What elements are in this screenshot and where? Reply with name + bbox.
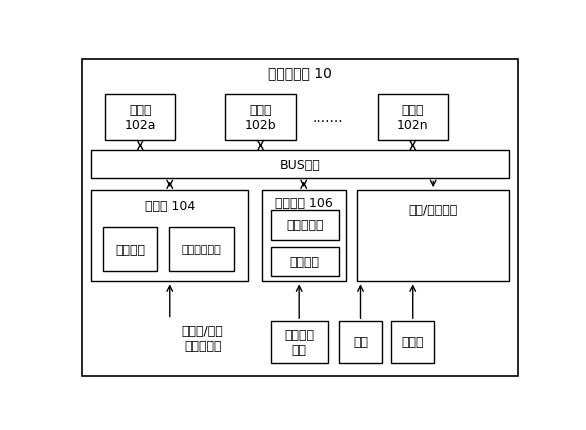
Bar	[262, 190, 346, 282]
Text: 数据存储装置: 数据存储装置	[182, 244, 222, 255]
Text: 键盘: 键盘	[353, 336, 368, 349]
Text: 程序指令: 程序指令	[115, 243, 145, 256]
Text: 存储器 104: 存储器 104	[145, 200, 195, 213]
Bar	[103, 227, 157, 272]
Bar	[377, 95, 448, 141]
Text: 有线和/或无
线网络连接: 有线和/或无 线网络连接	[182, 324, 223, 352]
Bar	[91, 190, 248, 282]
Text: 计算机终端 10: 计算机终端 10	[268, 66, 332, 80]
Text: 网络适配器: 网络适配器	[286, 219, 323, 232]
Text: 传输装置 106: 传输装置 106	[275, 197, 333, 209]
Bar	[339, 322, 382, 363]
Bar	[169, 227, 234, 272]
Bar	[91, 151, 509, 179]
Text: BUS总线: BUS总线	[280, 159, 321, 172]
Text: 处理器
102b: 处理器 102b	[245, 104, 277, 132]
Bar	[271, 211, 339, 240]
Bar	[271, 247, 339, 277]
Bar	[226, 95, 296, 141]
Text: .......: .......	[312, 111, 343, 125]
Text: 显示器: 显示器	[401, 336, 424, 349]
Bar	[105, 95, 175, 141]
Text: 网络接口: 网络接口	[290, 255, 320, 268]
Text: 光标控制
设备: 光标控制 设备	[284, 328, 314, 356]
Bar	[391, 322, 434, 363]
Bar	[271, 322, 328, 363]
Text: 处理器
102a: 处理器 102a	[124, 104, 156, 132]
Text: 输入/输出接口: 输入/输出接口	[408, 203, 458, 216]
Text: 处理器
102n: 处理器 102n	[397, 104, 428, 132]
Bar	[357, 190, 509, 282]
